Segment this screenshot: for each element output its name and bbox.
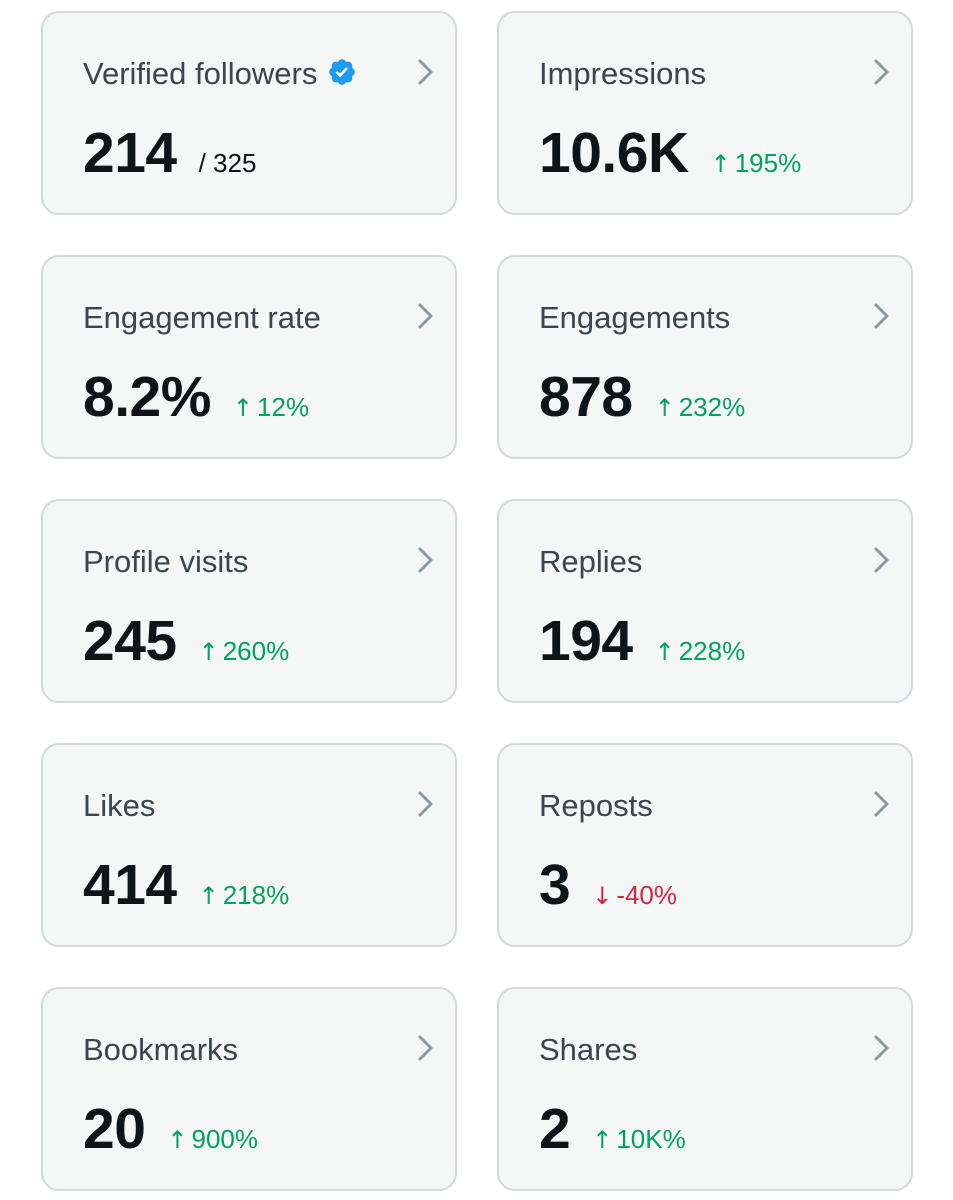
arrow-up-icon: ↑ <box>654 394 675 422</box>
metric-title: Engagements <box>539 299 731 335</box>
metric-change: ↑ 900% <box>167 1124 258 1155</box>
metric-value-row: 214 / 325 <box>83 121 256 185</box>
metric-change: ↑ 195% <box>711 148 802 179</box>
card-title: Replies <box>539 541 642 581</box>
chevron-right-icon <box>415 545 437 575</box>
chevron-right-icon <box>415 789 437 819</box>
metric-change: ↑ 228% <box>655 636 746 667</box>
arrow-down-icon: ↓ <box>592 882 613 910</box>
metric-change-value: 260% <box>222 636 290 666</box>
metric-value-row: 10.6K ↑ 195% <box>539 121 801 185</box>
arrow-up-icon: ↑ <box>167 1126 188 1154</box>
card-title: Profile visits <box>83 541 248 581</box>
metric-value-row: 20 ↑ 900% <box>83 1097 258 1161</box>
metric-value: 878 <box>539 365 633 429</box>
metric-value: 8.2% <box>83 365 211 429</box>
metric-card-shares[interactable]: Shares 2 ↑ 10K% <box>497 987 913 1191</box>
card-title: Engagements <box>539 297 730 337</box>
metric-change: ↑ 260% <box>199 636 290 667</box>
chevron-right-icon <box>415 57 437 87</box>
metric-change: ↑ 12% <box>233 392 309 423</box>
metric-change-value: 12% <box>257 392 310 422</box>
arrow-up-icon: ↑ <box>592 1126 613 1154</box>
metric-value-row: 878 ↑ 232% <box>539 365 745 429</box>
metric-change-value: 232% <box>678 392 746 422</box>
chevron-right-icon <box>871 1033 893 1063</box>
metric-change: ↑ 232% <box>655 392 746 423</box>
metric-card-profile-visits[interactable]: Profile visits 245 ↑ 260% <box>41 499 457 703</box>
arrow-up-icon: ↑ <box>232 394 254 422</box>
metric-card-engagement-rate[interactable]: Engagement rate 8.2% ↑ 12% <box>41 255 457 459</box>
metric-title: Profile visits <box>83 543 249 579</box>
card-title: Shares <box>539 1029 637 1069</box>
metric-value-row: 245 ↑ 260% <box>83 609 289 673</box>
metric-change-value: -40% <box>616 880 678 910</box>
metric-card-replies[interactable]: Replies 194 ↑ 228% <box>497 499 913 703</box>
metric-change-value: 228% <box>678 636 746 666</box>
arrow-up-icon: ↑ <box>654 638 675 666</box>
chevron-right-icon <box>871 301 893 331</box>
chevron-right-icon <box>415 1033 437 1063</box>
metric-change: ↑ 218% <box>199 880 290 911</box>
metric-value: 10.6K <box>539 121 689 185</box>
metric-value-row: 8.2% ↑ 12% <box>83 365 309 429</box>
chevron-right-icon <box>415 301 437 331</box>
arrow-up-icon: ↑ <box>198 882 219 910</box>
metric-title: Reposts <box>539 787 653 823</box>
chevron-right-icon <box>871 789 893 819</box>
card-title: Reposts <box>539 785 653 825</box>
metric-card-engagements[interactable]: Engagements 878 ↑ 232% <box>497 255 913 459</box>
metric-value: 194 <box>539 609 633 673</box>
metric-card-verified-followers[interactable]: Verified followers 214 / 325 <box>41 11 457 215</box>
metric-value: 2 <box>539 1097 571 1161</box>
metric-card-likes[interactable]: Likes 414 ↑ 218% <box>41 743 457 947</box>
metric-value-row: 3 ↓ -40% <box>539 853 677 917</box>
metric-title: Replies <box>539 543 643 579</box>
card-title: Impressions <box>539 53 706 93</box>
card-title: Engagement rate <box>83 297 321 337</box>
metric-card-reposts[interactable]: Reposts 3 ↓ -40% <box>497 743 913 947</box>
metric-title: Impressions <box>539 55 707 91</box>
metric-change: ↓ -40% <box>592 880 677 911</box>
chevron-right-icon <box>871 57 893 87</box>
arrow-up-icon: ↑ <box>198 638 219 666</box>
card-title: Likes <box>83 785 155 825</box>
metric-title: Engagement rate <box>83 299 321 335</box>
metric-title: Likes <box>83 787 156 823</box>
card-title: Verified followers <box>83 53 357 93</box>
card-title: Bookmarks <box>83 1029 238 1069</box>
verified-badge-icon <box>327 57 357 87</box>
metric-change: ↑ 10K% <box>592 1124 686 1155</box>
metric-title: Bookmarks <box>83 1031 239 1067</box>
metric-value: 214 <box>83 121 177 185</box>
metric-card-impressions[interactable]: Impressions 10.6K ↑ 195% <box>497 11 913 215</box>
metric-value-row: 414 ↑ 218% <box>83 853 289 917</box>
metric-change-value: 900% <box>191 1124 259 1154</box>
metric-card-bookmarks[interactable]: Bookmarks 20 ↑ 900% <box>41 987 457 1191</box>
metric-title: Verified followers <box>83 55 318 91</box>
metric-value-row: 194 ↑ 228% <box>539 609 745 673</box>
metric-value: 414 <box>83 853 177 917</box>
metric-total: / 325 <box>198 148 257 178</box>
metric-change-value: 195% <box>734 148 802 178</box>
chevron-right-icon <box>871 545 893 575</box>
metrics-grid: Verified followers 214 / 325 Impressions… <box>41 11 913 1191</box>
metric-change-value: 10K% <box>616 1124 686 1154</box>
arrow-up-icon: ↑ <box>710 150 731 178</box>
metric-value: 20 <box>83 1097 146 1161</box>
metric-value: 3 <box>539 853 571 917</box>
metric-value-row: 2 ↑ 10K% <box>539 1097 686 1161</box>
metric-value: 245 <box>83 609 177 673</box>
metric-title: Shares <box>539 1031 638 1067</box>
metric-change-value: 218% <box>222 880 290 910</box>
